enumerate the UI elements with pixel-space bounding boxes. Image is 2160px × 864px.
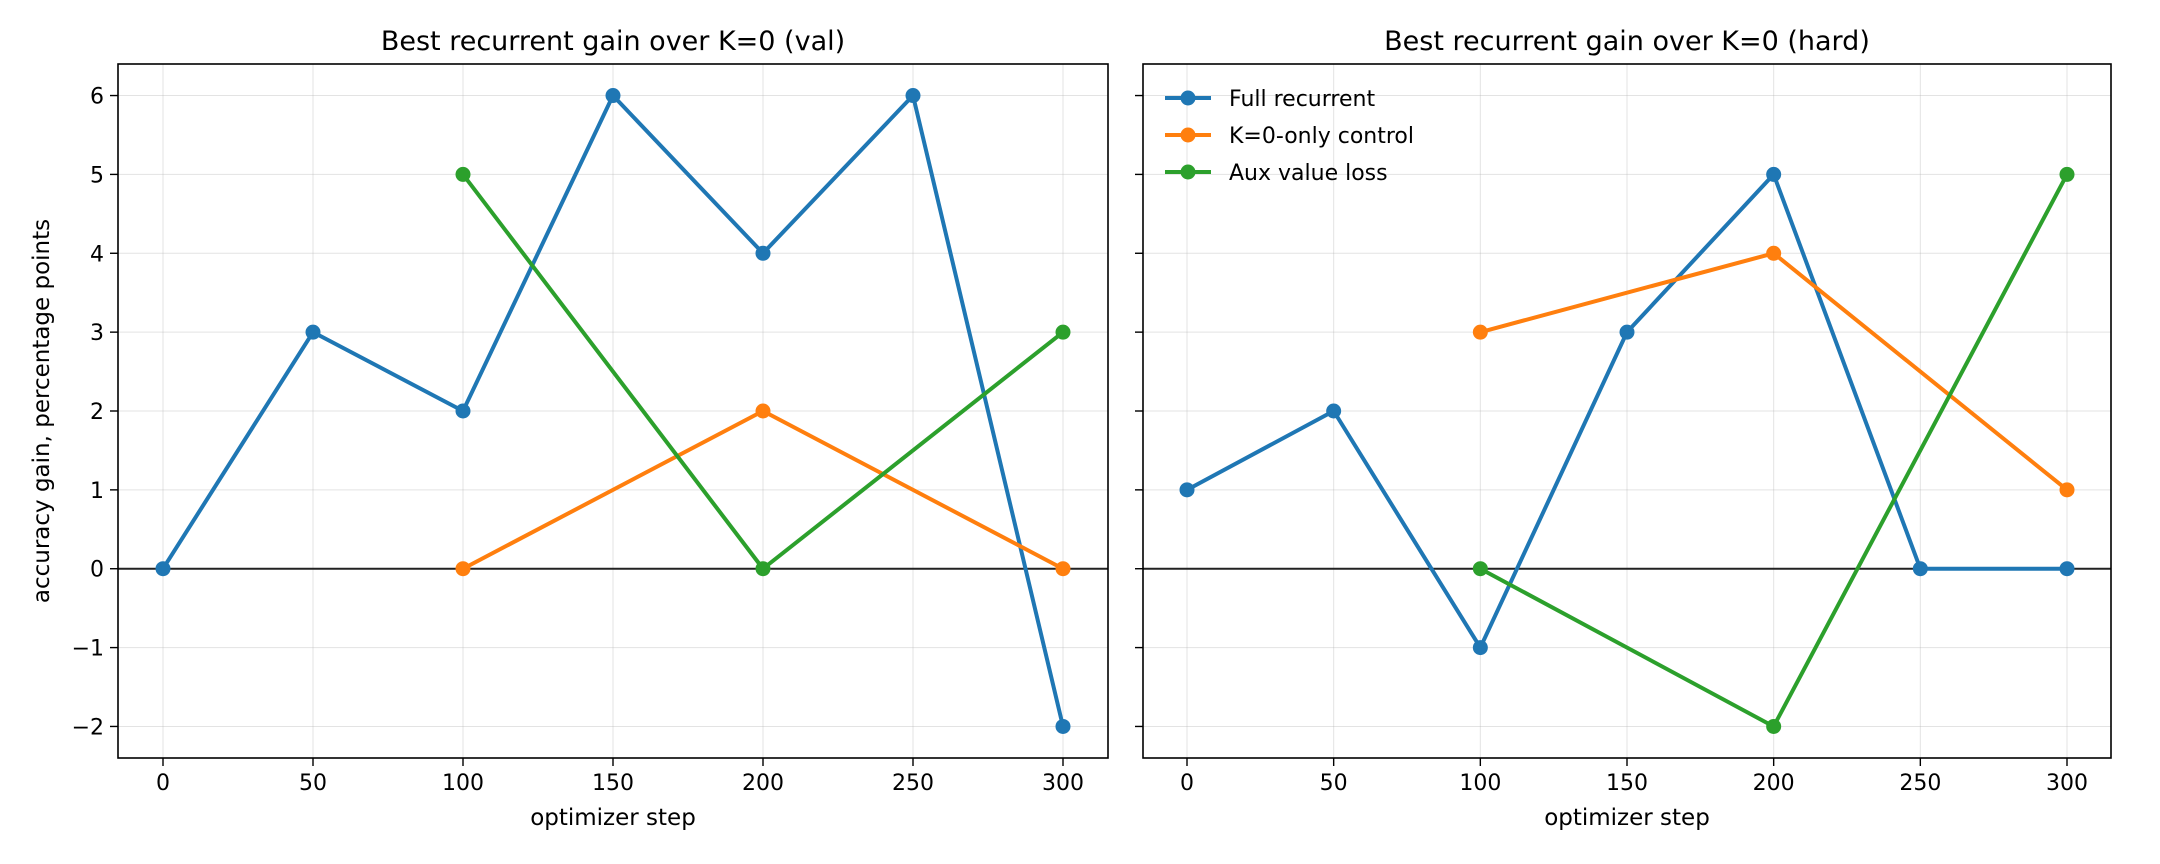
y-tick-label: 5 xyxy=(90,163,104,188)
data-point-full-recurrent xyxy=(905,88,921,104)
data-point-k-0-only-control xyxy=(1766,245,1782,261)
y-tick-label: −2 xyxy=(72,715,104,740)
data-point-full-recurrent xyxy=(1766,166,1782,182)
data-point-full-recurrent xyxy=(1912,561,1928,577)
x-tick-label: 100 xyxy=(442,771,484,796)
legend-label: Aux value loss xyxy=(1229,161,1388,186)
x-tick-label: 200 xyxy=(1753,771,1795,796)
data-point-aux-value-loss xyxy=(455,166,471,182)
y-tick-label: 6 xyxy=(90,85,104,110)
y-tick-label: 1 xyxy=(90,479,104,504)
x-tick-label: 50 xyxy=(1320,771,1348,796)
x-tick-label: 0 xyxy=(156,771,170,796)
data-point-full-recurrent xyxy=(1472,640,1488,656)
y-tick-label: 4 xyxy=(90,242,104,267)
y-tick-label: 2 xyxy=(90,400,104,425)
data-point-full-recurrent xyxy=(455,403,471,419)
chart-panel-val: 0 50 100 150 200 250 300 −2 −1 0 1 2 3 4 5 6 Best recurr… xyxy=(29,26,1109,831)
chart-title: Best recurrent gain over K=0 (hard) xyxy=(1384,26,1870,57)
legend-swatch-marker xyxy=(1180,90,1196,106)
data-point-aux-value-loss xyxy=(1472,561,1488,577)
data-point-k-0-only-control xyxy=(455,561,471,577)
data-point-k-0-only-control xyxy=(1055,561,1071,577)
x-axis-label: optimizer step xyxy=(530,805,696,831)
legend-swatch-marker xyxy=(1180,164,1196,180)
legend-label: K=0-only control xyxy=(1229,124,1414,149)
y-tick-label: 0 xyxy=(90,558,104,583)
x-tick-label: 300 xyxy=(1042,771,1084,796)
legend-label: Full recurrent xyxy=(1229,87,1375,112)
x-tick-label: 300 xyxy=(2046,771,2088,796)
x-tick-label: 250 xyxy=(892,771,934,796)
x-tick-label: 150 xyxy=(1606,771,1648,796)
legend-swatch-marker xyxy=(1180,127,1196,143)
chart-title: Best recurrent gain over K=0 (val) xyxy=(381,26,845,57)
x-tick-label: 150 xyxy=(592,771,634,796)
data-point-aux-value-loss xyxy=(2059,166,2075,182)
y-tick-label: −1 xyxy=(72,637,104,662)
x-tick-label: 0 xyxy=(1180,771,1194,796)
y-axis-label: accuracy gain, percentage points xyxy=(29,219,55,603)
data-point-full-recurrent xyxy=(2059,561,2075,577)
data-point-full-recurrent xyxy=(305,324,321,340)
data-point-aux-value-loss xyxy=(1055,324,1071,340)
data-point-aux-value-loss xyxy=(1766,718,1782,734)
data-point-full-recurrent xyxy=(755,245,771,261)
data-point-full-recurrent xyxy=(155,561,171,577)
x-axis-label: optimizer step xyxy=(1544,805,1710,831)
x-tick-label: 50 xyxy=(299,771,327,796)
data-point-full-recurrent xyxy=(605,88,621,104)
data-point-full-recurrent xyxy=(1619,324,1635,340)
data-point-aux-value-loss xyxy=(755,561,771,577)
data-point-k-0-only-control xyxy=(1472,324,1488,340)
data-point-full-recurrent xyxy=(1055,718,1071,734)
legend: Full recurrent K=0-only control Aux value … xyxy=(1165,87,1414,186)
y-tick-label: 3 xyxy=(90,321,104,346)
data-point-full-recurrent xyxy=(1179,482,1195,498)
x-tick-label: 250 xyxy=(1899,771,1941,796)
data-point-full-recurrent xyxy=(1326,403,1342,419)
x-tick-label: 100 xyxy=(1459,771,1501,796)
data-point-k-0-only-control xyxy=(2059,482,2075,498)
x-tick-label: 200 xyxy=(742,771,784,796)
data-point-k-0-only-control xyxy=(755,403,771,419)
chart-panel-hard: 0 50 100 150 200 250 300 Best recurrent gain ov… xyxy=(1135,26,2112,831)
